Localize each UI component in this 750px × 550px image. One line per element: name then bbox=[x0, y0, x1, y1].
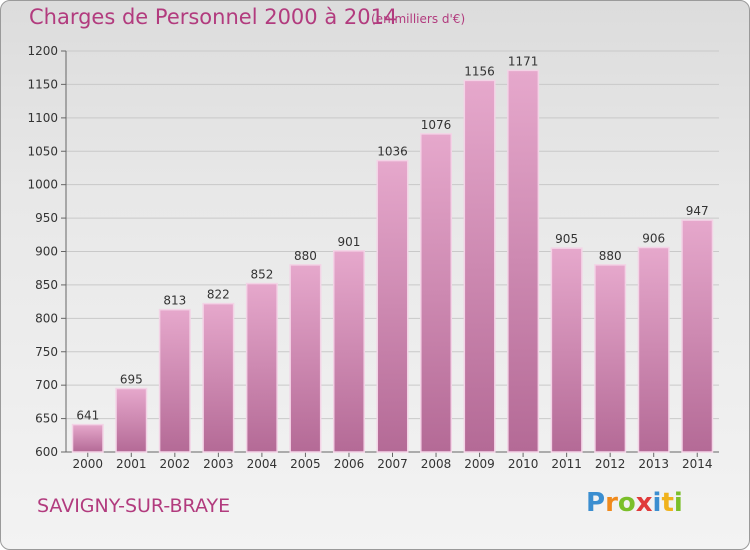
data-label: 1076 bbox=[421, 118, 452, 132]
x-tick-label: 2008 bbox=[421, 457, 452, 471]
bar bbox=[71, 423, 104, 453]
logo-letter: t bbox=[661, 488, 674, 518]
x-tick-label: 2000 bbox=[72, 457, 103, 471]
y-tick-label: 1150 bbox=[27, 77, 58, 91]
data-label: 813 bbox=[163, 294, 186, 308]
data-label: 1171 bbox=[508, 54, 539, 68]
y-tick-label: 1050 bbox=[27, 144, 58, 158]
data-label: 880 bbox=[294, 249, 317, 263]
data-label: 1156 bbox=[464, 64, 495, 78]
proxiti-logo: Proxiti bbox=[586, 488, 683, 518]
bar bbox=[463, 79, 496, 453]
data-label: 901 bbox=[338, 235, 361, 249]
logo-letter: i bbox=[673, 488, 683, 518]
y-tick-label: 850 bbox=[35, 278, 58, 292]
bar bbox=[376, 159, 409, 453]
x-tick-label: 2007 bbox=[377, 457, 408, 471]
data-label: 1036 bbox=[377, 145, 408, 159]
x-tick-label: 2001 bbox=[116, 457, 147, 471]
y-tick-label: 1000 bbox=[27, 178, 58, 192]
data-label: 822 bbox=[207, 288, 230, 302]
data-label: 641 bbox=[76, 409, 99, 423]
data-label: 852 bbox=[250, 268, 273, 282]
bar bbox=[289, 264, 322, 453]
y-tick-label: 900 bbox=[35, 245, 58, 259]
y-tick-label: 1100 bbox=[27, 111, 58, 125]
y-tick-label: 1200 bbox=[27, 44, 58, 58]
unit-note: (en milliers d'€) bbox=[371, 12, 466, 26]
bar bbox=[681, 219, 714, 453]
x-tick-label: 2010 bbox=[508, 457, 539, 471]
x-tick-label: 2012 bbox=[595, 457, 626, 471]
place-name: SAVIGNY-SUR-BRAYE bbox=[37, 495, 231, 517]
bar bbox=[202, 302, 235, 453]
logo-letter: i bbox=[652, 488, 662, 518]
logo-letter: x bbox=[635, 488, 653, 518]
y-tick-label: 600 bbox=[35, 445, 58, 459]
chart-title: Charges de Personnel 2000 à 2014 bbox=[29, 5, 398, 29]
bar bbox=[594, 264, 627, 453]
x-tick-label: 2014 bbox=[682, 457, 713, 471]
logo-letter: P bbox=[586, 488, 606, 518]
data-label: 906 bbox=[642, 231, 665, 245]
y-tick-label: 650 bbox=[35, 412, 58, 426]
x-tick-label: 2003 bbox=[203, 457, 234, 471]
bars bbox=[71, 69, 714, 453]
bar bbox=[158, 308, 191, 453]
bar bbox=[507, 69, 540, 453]
bar bbox=[245, 282, 278, 453]
data-label: 905 bbox=[555, 232, 578, 246]
y-tick-label: 750 bbox=[35, 345, 58, 359]
x-tick-label: 2002 bbox=[160, 457, 191, 471]
y-tick-label: 700 bbox=[35, 378, 58, 392]
y-tick-label: 800 bbox=[35, 311, 58, 325]
x-tick-label: 2013 bbox=[638, 457, 669, 471]
x-tick-label: 2005 bbox=[290, 457, 321, 471]
data-label: 880 bbox=[599, 249, 622, 263]
x-tick-label: 2011 bbox=[551, 457, 582, 471]
x-tick-label: 2009 bbox=[464, 457, 495, 471]
bar bbox=[550, 247, 583, 453]
axes: 600 650 700 750 800 850 900 950 1000 1050 1100 1150… bbox=[27, 44, 719, 471]
x-tick-label: 2004 bbox=[247, 457, 278, 471]
bar bbox=[637, 246, 670, 453]
data-labels: 641 695 813 822 852 880 901 1036 1076 1156 1171 905… bbox=[76, 54, 708, 422]
logo-letter: o bbox=[617, 488, 636, 518]
data-label: 947 bbox=[686, 204, 709, 218]
bar bbox=[332, 250, 365, 453]
y-tick-label: 950 bbox=[35, 211, 58, 225]
bar bbox=[115, 387, 148, 453]
logo-letter: r bbox=[605, 488, 618, 518]
data-label: 695 bbox=[120, 373, 143, 387]
x-tick-label: 2006 bbox=[334, 457, 365, 471]
bar bbox=[420, 133, 453, 453]
